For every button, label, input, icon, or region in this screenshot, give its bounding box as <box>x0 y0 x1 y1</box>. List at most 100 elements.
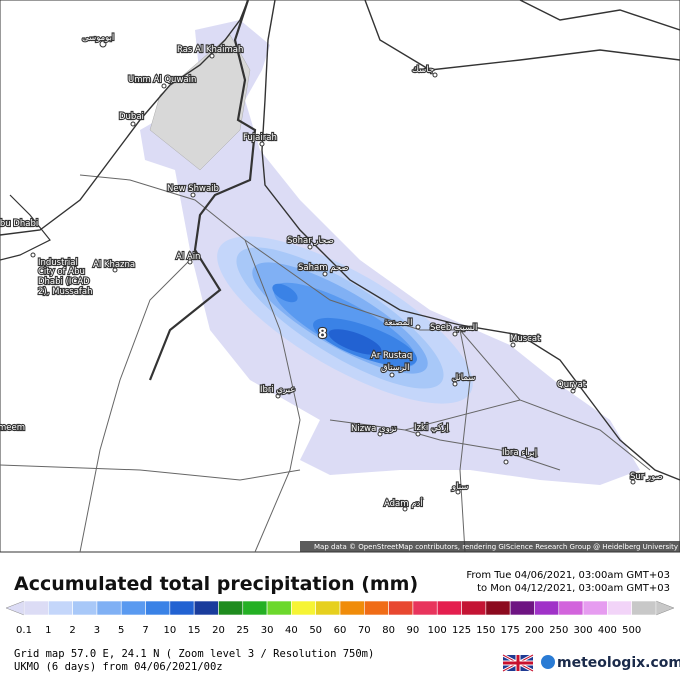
legend-swatch <box>266 600 292 616</box>
place-label: Abu Dhabi <box>0 219 38 229</box>
legend-to: to Mon 04/12/2021, 03:00am GMT+03 <box>477 583 670 594</box>
place-label: Quryat <box>557 380 587 390</box>
legend-label: 15 <box>188 625 201 636</box>
road <box>0 464 301 481</box>
legend-swatch <box>291 600 316 616</box>
place-dot <box>415 324 421 330</box>
legend-swatch <box>339 600 365 616</box>
place-label: New Shwaib <box>167 184 219 194</box>
place-label: Dhabi (ICAD <box>38 277 90 287</box>
legend-swatch <box>218 600 244 616</box>
legend-title: Accumulated total precipitation (mm) <box>14 573 418 595</box>
legend-label: 50 <box>309 625 322 636</box>
place-dot <box>570 388 576 394</box>
legend-label: 125 <box>452 625 471 636</box>
place-label: الرستاق <box>381 363 410 373</box>
attribution-bg <box>300 541 680 552</box>
legend-swatch <box>509 600 535 616</box>
legend: Accumulated total precipitation (mm) Fro… <box>5 570 675 636</box>
legend-swatch <box>169 600 195 616</box>
roads <box>0 174 651 553</box>
legend-label: 90 <box>407 625 420 636</box>
coastline <box>0 0 249 236</box>
place-label: سمائل <box>452 373 475 383</box>
legend-label: 60 <box>334 625 347 636</box>
grid-info: Grid map 57.0 E, 24.1 N ( Zoom level 3 /… <box>14 648 374 660</box>
legend-label: 5 <box>118 625 124 636</box>
place-label: Ibra إبراء <box>502 448 537 458</box>
coastline <box>364 0 680 71</box>
place-label: سناو <box>451 482 468 492</box>
road <box>79 174 301 553</box>
legend-label: 80 <box>382 625 395 636</box>
place-label: Muscat <box>510 334 541 344</box>
legend-swatch <box>72 600 98 616</box>
legend-swatch <box>120 600 146 616</box>
border <box>0 194 51 261</box>
legend-swatch <box>485 600 511 616</box>
legend-label: 500 <box>622 625 641 636</box>
road <box>459 329 471 553</box>
legend-label: 100 <box>428 625 447 636</box>
place-label: المصنعة <box>384 318 412 328</box>
legend-swatch <box>23 600 49 616</box>
legend-label: 7 <box>142 625 148 636</box>
place-dot <box>510 342 516 348</box>
place-dot <box>432 72 438 78</box>
place-label: City of Abu <box>38 267 85 277</box>
legend-label: 150 <box>476 625 495 636</box>
map: ابوموسى Ras Al Khaimah Umm Al Quwain Dub… <box>0 0 680 553</box>
legend-label: 1 <box>45 625 51 636</box>
coastline <box>261 0 680 481</box>
legend-swatch <box>96 600 122 616</box>
place-dot <box>161 83 167 89</box>
place-dot <box>503 459 509 465</box>
legend-from: From Tue 04/06/2021, 03:00am GMT+03 <box>466 570 670 581</box>
place-label: Ar Rustaq <box>371 351 412 361</box>
attribution: Map data © OpenStreetMap contributors, r… <box>314 543 678 551</box>
scale-arrow-left <box>5 600 25 616</box>
place-dot <box>130 121 136 127</box>
place-dot <box>415 431 421 437</box>
brand-logo <box>541 655 555 669</box>
legend-swatch <box>388 600 414 616</box>
legend-swatch <box>631 600 657 616</box>
place-label: 2), Mussafah <box>38 287 93 297</box>
legend-label: 300 <box>574 625 593 636</box>
legend-swatch <box>48 600 73 616</box>
brand[interactable]: meteologix.com <box>557 655 680 671</box>
place-label: Sohar صحار <box>287 236 334 246</box>
place-label: Nizwa نزوى <box>351 424 397 434</box>
border <box>148 0 257 381</box>
place-dot <box>630 479 636 485</box>
legend-swatch <box>582 600 608 616</box>
legend-label: 400 <box>598 625 617 636</box>
place-label: Industrial <box>38 258 78 268</box>
place-dot <box>322 271 328 277</box>
legend-label: 70 <box>358 625 371 636</box>
legend-swatch <box>534 600 560 616</box>
legend-swatch <box>145 600 171 616</box>
legend-label: 175 <box>501 625 520 636</box>
precip-0.1 <box>140 20 640 485</box>
place-label: ابوموسى <box>82 33 114 43</box>
legend-label: 2 <box>69 625 75 636</box>
legend-label: 3 <box>94 625 100 636</box>
place-dot <box>455 489 461 495</box>
place-dot <box>259 141 265 147</box>
place-label: Dubai <box>119 112 144 122</box>
place-label: Saham صحم <box>298 263 349 273</box>
place-dots <box>30 40 636 512</box>
place-label: Sur صور <box>630 472 663 482</box>
place-label: meem <box>0 423 25 433</box>
precip-7 <box>272 283 298 303</box>
place-dot <box>99 40 107 48</box>
urban-areas <box>149 34 251 171</box>
legend-label: 10 <box>163 625 176 636</box>
place-dot <box>112 267 118 273</box>
place-label: Seeb السيب <box>430 323 477 333</box>
legend-label: 30 <box>261 625 274 636</box>
place-dot <box>452 331 458 337</box>
place-dot <box>30 252 36 258</box>
place-label: Umm Al Quwain <box>128 75 196 85</box>
